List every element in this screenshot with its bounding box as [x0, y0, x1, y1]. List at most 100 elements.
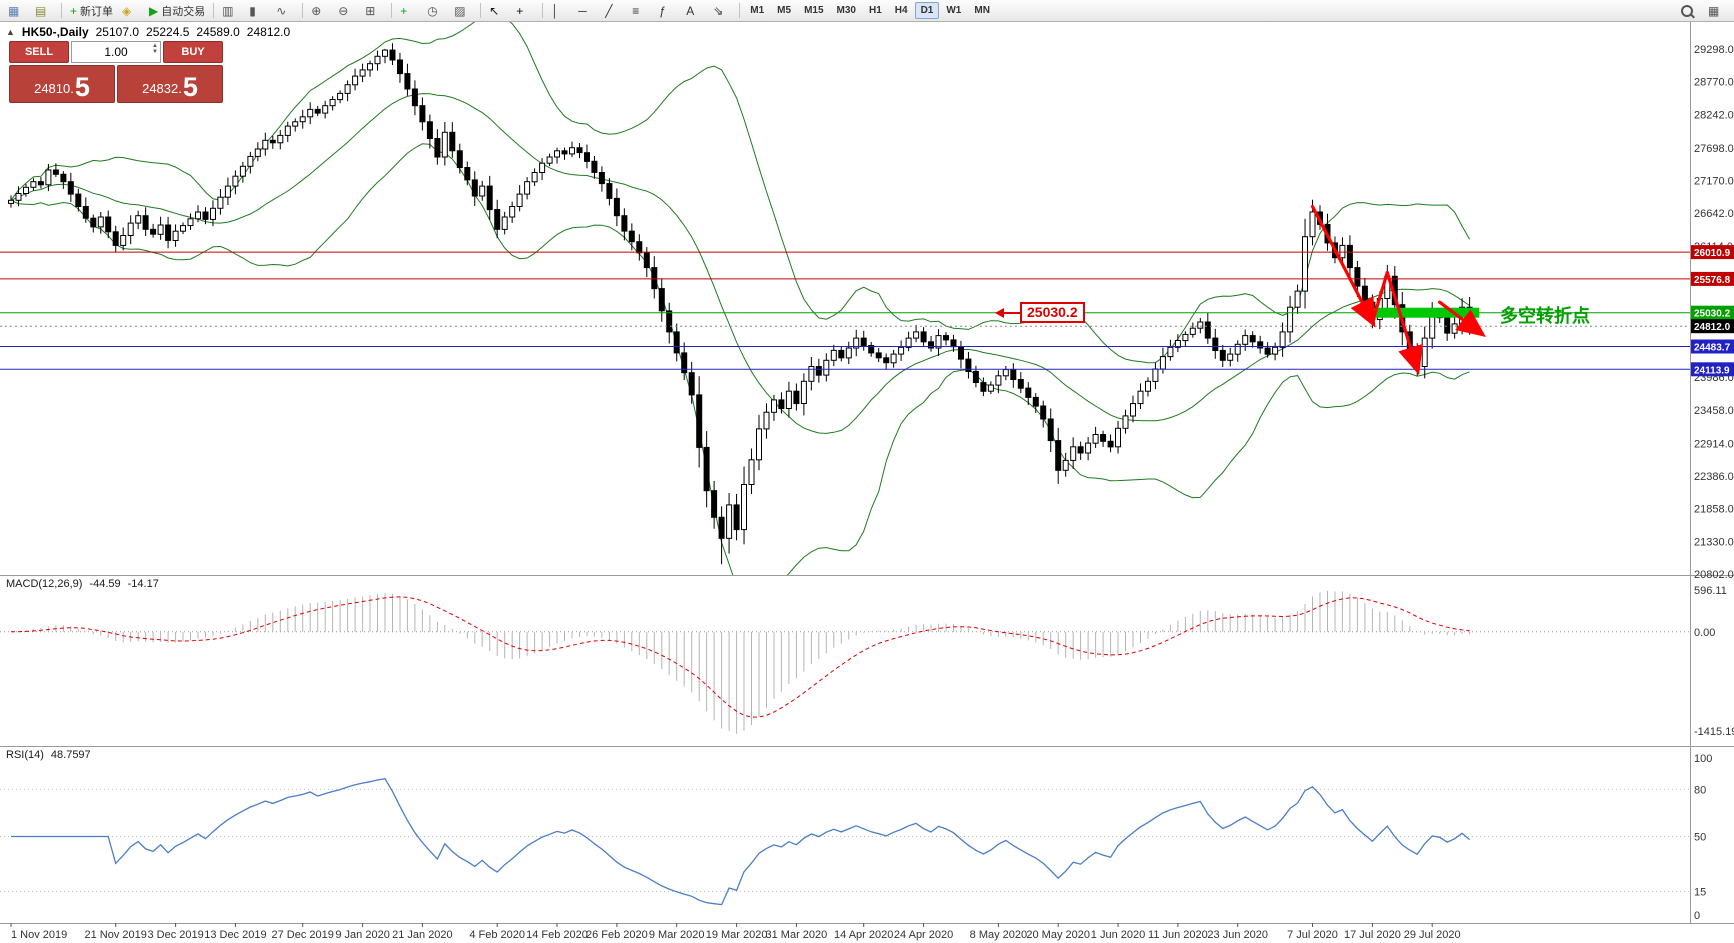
candle-body [636, 241, 643, 254]
candle-body [748, 459, 755, 485]
timeframe-mn[interactable]: MN [974, 5, 990, 16]
layout-icon: ▦ [1708, 3, 1720, 18]
candle-body [187, 218, 194, 227]
candle-body [1055, 440, 1062, 471]
candle-body [217, 196, 224, 209]
line-chart-icon-glyph-icon: ∿ [276, 3, 287, 18]
crosshair-icon[interactable]: + [512, 1, 538, 21]
new-order-glyph-icon: + [70, 3, 78, 18]
channel-icon[interactable]: ≡ [628, 1, 654, 21]
profiles-icon-glyph-icon: ▤ [35, 3, 47, 18]
rsi-axis-label: 50 [1694, 832, 1706, 844]
price-axis-label: 28242.0 [1694, 109, 1734, 121]
text-icon[interactable]: A [682, 1, 708, 21]
candle-body [486, 185, 493, 211]
macd-indicator-label: MACD(12,26,9) -44.59 -14.17 [6, 578, 159, 590]
buy-button[interactable]: BUY [163, 41, 223, 63]
metaeditor-icon[interactable]: ◈ [118, 1, 144, 21]
candle-body [135, 215, 142, 224]
trend-zigzag-arrow[interactable] [1310, 204, 1376, 328]
candle-body [539, 162, 546, 173]
turning-point-band[interactable] [1365, 307, 1480, 318]
timeframe-m15[interactable]: M15 [804, 5, 824, 16]
candle-body [965, 358, 972, 373]
toolbar-separator [739, 3, 741, 18]
candle-body [1145, 380, 1151, 392]
candle-body [950, 339, 957, 348]
candle-body [419, 105, 426, 123]
candle-body [367, 63, 373, 71]
candle-body [1302, 236, 1308, 292]
trend-zigzag-arrow[interactable] [1385, 271, 1423, 376]
price-axis-label: 20802.0 [1694, 569, 1734, 581]
rsi-axis-label: 15 [1694, 887, 1706, 899]
candle-body [1130, 403, 1136, 417]
date-axis-label: 20 May 2020 [1026, 929, 1090, 941]
candle-body [1062, 459, 1069, 471]
timeframe-h4[interactable]: H4 [894, 5, 908, 16]
candle-body [980, 382, 987, 392]
autotrading-button[interactable]: ▶ 自动交易 [145, 1, 209, 21]
turning-point-label[interactable]: 多空转折点 [1500, 306, 1590, 326]
zoom-out-icon[interactable]: ⊖ [334, 1, 360, 21]
timeframe-m1[interactable]: M1 [750, 5, 765, 16]
candle-body [598, 172, 605, 185]
ohlc-close: 24812.0 [246, 25, 291, 39]
ohlc-low: 24589.0 [196, 25, 240, 39]
new-chart-icon[interactable]: ▦ [4, 1, 30, 21]
date-axis-label: 9 Jan 2020 [335, 929, 389, 941]
buy-price-panel[interactable]: 24832. 5 [117, 65, 223, 103]
candle-body [913, 331, 920, 339]
timeframe-d1[interactable]: D1 [914, 2, 940, 19]
timeframe-m5[interactable]: M5 [777, 5, 792, 16]
period-icon[interactable]: ◷ [423, 1, 449, 21]
zoom-in-icon[interactable]: ⊕ [307, 1, 333, 21]
candle-body [1107, 440, 1114, 448]
toolbar-separator [480, 3, 482, 18]
profiles-icon[interactable]: ▤ [31, 1, 57, 21]
cursor-icon[interactable]: ↖ [485, 1, 511, 21]
candle-body [494, 209, 501, 230]
add-indicator-icon[interactable]: + [396, 1, 422, 21]
new-order-button[interactable]: + 新订单 [66, 1, 117, 21]
timeframe-w1[interactable]: W1 [946, 5, 962, 16]
candle-body [284, 125, 291, 136]
bollinger-lower-band [10, 143, 1470, 575]
sell-price-panel[interactable]: 24810. 5 [9, 65, 115, 103]
search-icon [1681, 4, 1693, 17]
timeframe-m30[interactable]: M30 [836, 5, 856, 16]
search-button[interactable] [1677, 1, 1703, 21]
price-callout[interactable]: 25030.2 [995, 302, 1085, 323]
volume-input[interactable]: 1.00 ▲ ▼ [71, 41, 161, 63]
trendline-icon[interactable]: ╱ [601, 1, 627, 21]
candle-body [673, 331, 680, 354]
date-axis-label: 29 Jul 2020 [1404, 929, 1461, 941]
tile-windows-icon[interactable]: ⊞ [361, 1, 387, 21]
sell-button[interactable]: SELL [9, 41, 69, 63]
candle-body [1159, 356, 1166, 370]
candle-body [314, 108, 321, 114]
price-axis-label: 23458.0 [1694, 405, 1734, 417]
vertical-line-icon[interactable]: │ [547, 1, 573, 21]
candles-icon[interactable]: ▮ [245, 1, 271, 21]
candle-body [97, 216, 104, 228]
bars-icon[interactable]: ▥ [218, 1, 244, 21]
candle-body [815, 366, 822, 376]
arrows-icon[interactable]: ⇘ [709, 1, 735, 21]
candle-body [1025, 387, 1032, 398]
layout-button[interactable]: ▦ [1704, 1, 1730, 21]
trend-zigzag-arrow[interactable] [1370, 271, 1389, 324]
templates-icon[interactable]: ▨ [450, 1, 476, 21]
volume-down-icon[interactable]: ▼ [152, 49, 158, 55]
horizontal-line-icon[interactable]: ─ [574, 1, 600, 21]
candle-body [1227, 353, 1234, 361]
add-indicator-icon-glyph-icon: + [400, 3, 408, 18]
timeframe-h1[interactable]: H1 [868, 5, 882, 16]
candle-body [157, 224, 164, 235]
trend-arrow-small[interactable] [1438, 300, 1486, 337]
fibonacci-icon[interactable]: ƒ [655, 1, 681, 21]
volume-up-icon[interactable]: ▲ [152, 43, 158, 49]
line-chart-icon[interactable]: ∿ [272, 1, 298, 21]
toolbar-separator [391, 3, 393, 18]
